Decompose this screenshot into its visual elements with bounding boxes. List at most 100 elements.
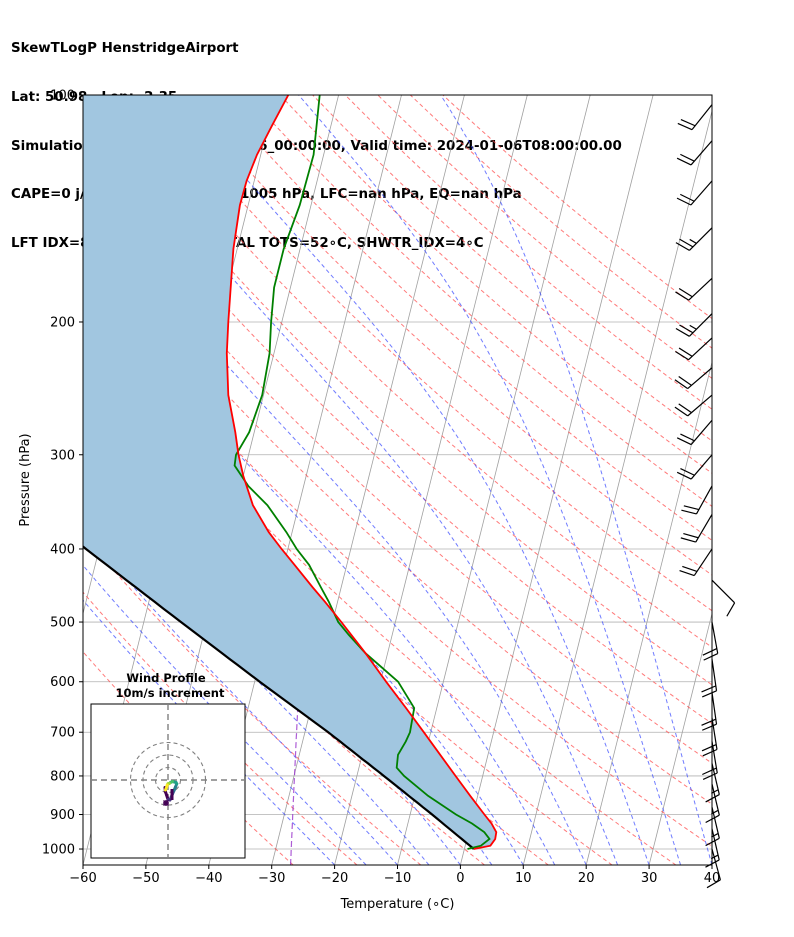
wind-barb-staff [711,659,718,691]
mixing-ratio-line [290,681,300,865]
moist-adiabat-line [83,271,556,865]
wind-barb-feather [676,197,692,206]
x-tick-label: −40 [195,871,222,886]
isotherm-line [585,360,712,865]
wind-barb-half-feather [711,789,719,794]
x-tick-label: −10 [384,871,411,886]
wind-barb-feather [679,570,695,577]
y-tick-label: 900 [50,808,75,823]
isotherm-line [460,95,654,865]
wind-barb [705,763,720,803]
wind-barb [679,548,713,577]
x-tick-label: 10 [515,871,532,886]
x-axis-label: Temperature (∘C) [340,897,455,912]
wind-barb [676,140,713,166]
wind-barb-feather [701,685,717,693]
wind-barb-feather [680,118,696,127]
wind-barb-feather [726,602,736,617]
wind-barb [705,828,720,868]
wind-barb-feather [675,328,690,337]
wind-barb-staff [690,454,713,480]
hodograph-trace-segment [164,786,168,792]
y-tick-label: 100 [50,89,75,104]
y-axis-label: Pressure (hPa) [18,433,33,526]
y-tick-label: 200 [50,315,75,330]
wind-barb [705,783,720,824]
wind-barbs [674,104,736,889]
wind-barb-feather [679,324,694,334]
wind-barb-feather [701,744,717,752]
wind-barb-staff [695,485,713,515]
wind-barb-half-feather [689,324,697,330]
wind-barb-staff [711,692,718,725]
moist-adiabat-line [175,95,650,865]
y-tick-label: 500 [50,616,75,631]
wind-barb-half-feather [711,809,719,815]
wind-barb-feather [675,291,689,301]
wind-barb-feather [680,153,695,162]
chart-title: SkewTLogP HenstridgeAirport [11,41,239,57]
wind-barb-feather [674,406,689,417]
x-tick-label: 30 [641,871,658,886]
moist-adiabat-line [83,527,398,865]
wind-barb-staff [690,180,713,206]
wind-barb [674,394,713,417]
isotherm-line [83,95,88,113]
isotherm-line [397,95,591,865]
wind-barb-feather [682,565,698,573]
wind-barb [701,692,718,731]
wind-barb-feather [676,437,692,446]
wind-barb-staff [688,313,713,337]
y-tick-label: 600 [50,675,75,690]
wind-barb-staff [687,394,713,417]
wind-barb-half-feather [711,832,719,838]
wind-barb-feather [702,767,717,776]
isotherm-line [271,95,465,865]
dry-adiabat-line [83,322,677,865]
wind-barb-staff [688,337,713,361]
moist-adiabat-line [298,95,681,865]
wind-barb [681,485,713,515]
wind-barb-staff [693,548,713,576]
wind-barb-feather [680,433,695,442]
moist-adiabat-line [83,599,335,865]
wind-barb-staff [711,763,720,795]
x-tick-label: −50 [132,871,159,886]
wind-barb-feather [676,157,692,166]
wind-barb-feather [702,723,717,731]
wind-barb-feather [678,288,693,298]
wind-barb-staff [711,783,720,816]
wind-barb-staff [687,367,713,390]
wind-barb-feather [676,471,692,480]
wind-barb-feather [706,879,721,889]
x-tick-label: −30 [258,871,285,886]
wind-barb [675,227,713,251]
wind-barb-staff [690,140,713,166]
wind-barb-feather [702,772,718,780]
wind-barb [676,454,713,480]
wind-barb-staff [690,419,713,445]
moist-adiabat-line [83,564,367,865]
wind-barb-feather [705,859,720,868]
y-tick-label: 700 [50,726,75,741]
dry-adiabat-line [84,95,712,686]
wind-barb-feather [701,718,717,726]
wind-barb-staff [711,848,721,881]
cin-shading [83,95,497,849]
wind-barb [702,741,718,780]
wind-barb [675,313,713,337]
wind-barb [701,659,718,698]
isotherm-line [648,612,712,865]
hodograph-start-marker [162,799,170,807]
hodograph-title: Wind Profile [126,671,206,685]
wind-barb-feather [683,533,699,539]
wind-barb-feather [680,467,695,476]
wind-barb-staff [711,741,718,774]
x-tick-label: 40 [704,871,721,886]
wind-barb [680,514,713,543]
y-tick-label: 1000 [42,843,75,858]
dry-adiabat-line [149,95,712,612]
dry-adiabat-line [377,95,712,380]
wind-barb-feather [681,509,697,515]
